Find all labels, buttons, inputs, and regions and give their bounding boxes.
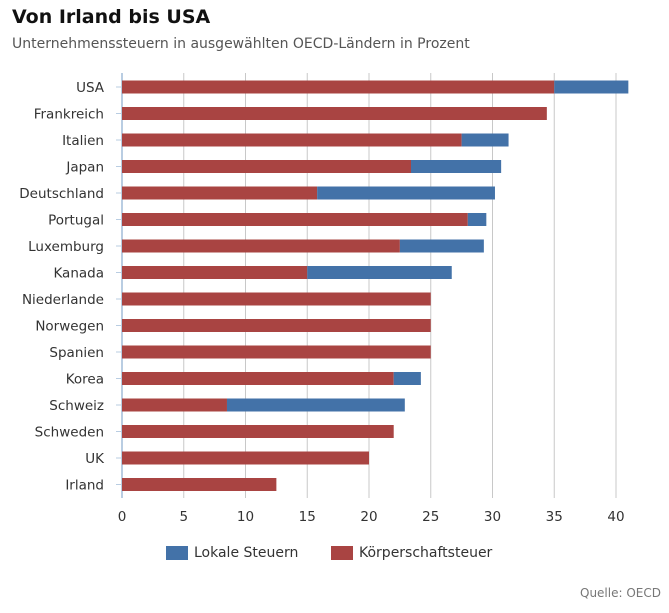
bar-corporate — [122, 133, 462, 147]
x-tick-label: 0 — [118, 509, 127, 525]
bar-corporate — [122, 425, 394, 438]
category-label: Kanada — [53, 266, 104, 282]
x-tick-label: 10 — [237, 509, 254, 525]
bar-corporate — [122, 478, 277, 491]
category-label: USA — [76, 80, 105, 96]
category-label: Niederlande — [22, 292, 104, 308]
legend-item-local: Lokale Steuern — [166, 545, 298, 561]
bar-local — [461, 133, 509, 147]
bar-local — [393, 372, 421, 385]
x-tick-label: 15 — [299, 509, 316, 525]
category-label: Japan — [65, 160, 104, 176]
legend-label-local: Lokale Steuern — [194, 545, 299, 561]
category-label: Spanien — [49, 345, 104, 361]
bar-corporate — [122, 319, 431, 332]
bar-corporate — [122, 213, 468, 226]
bar-corporate — [122, 160, 411, 173]
bar-corporate — [122, 451, 369, 465]
bar-corporate — [122, 186, 318, 200]
bar-local — [410, 160, 502, 173]
bar-corporate — [122, 239, 400, 253]
category-label: Deutschland — [19, 186, 104, 202]
category-label: Korea — [66, 372, 104, 388]
source-note: Quelle: OECD — [580, 586, 661, 600]
bar-corporate — [122, 292, 431, 306]
bar-corporate — [122, 107, 547, 120]
category-label: Norwegen — [35, 319, 104, 335]
category-label: Schweiz — [49, 398, 104, 414]
chart-subtitle: Unternehmenssteuern in ausgewählten OECD… — [12, 36, 470, 52]
legend: Lokale Steuern Körperschaftsteuer — [0, 545, 669, 567]
bar-local — [226, 398, 405, 412]
x-tick-label: 20 — [360, 509, 377, 525]
bar-corporate — [122, 80, 555, 94]
chart-title: Von Irland bis USA — [12, 6, 211, 28]
legend-swatch-local — [166, 546, 188, 560]
category-label: UK — [85, 451, 105, 467]
bar-local — [467, 213, 487, 226]
legend-swatch-corporate — [331, 546, 353, 560]
bar-local — [554, 80, 629, 94]
category-label: Irland — [65, 478, 104, 494]
legend-item-corporate: Körperschaftsteuer — [331, 545, 492, 561]
x-tick-label: 30 — [484, 509, 501, 525]
bar-corporate — [122, 372, 394, 385]
category-label: Italien — [62, 133, 104, 149]
legend-label-corporate: Körperschaftsteuer — [359, 545, 493, 561]
x-tick-label: 5 — [179, 509, 188, 525]
bar-local — [317, 186, 495, 200]
bar-corporate — [122, 398, 227, 412]
bar-corporate — [122, 266, 308, 279]
bar-local — [307, 266, 452, 279]
bar-chart: USA Frankreich Italien Japan Deutschland Port… — [19, 73, 629, 525]
x-tick-label: 40 — [607, 509, 624, 525]
x-tick-label: 35 — [546, 509, 563, 525]
category-label: Portugal — [48, 213, 104, 229]
bar-corporate — [122, 345, 431, 359]
category-label: Frankreich — [34, 107, 104, 123]
bar-local — [399, 239, 484, 253]
category-label: Schweden — [35, 425, 104, 441]
category-label: Luxemburg — [28, 239, 104, 255]
x-tick-label: 25 — [422, 509, 439, 525]
